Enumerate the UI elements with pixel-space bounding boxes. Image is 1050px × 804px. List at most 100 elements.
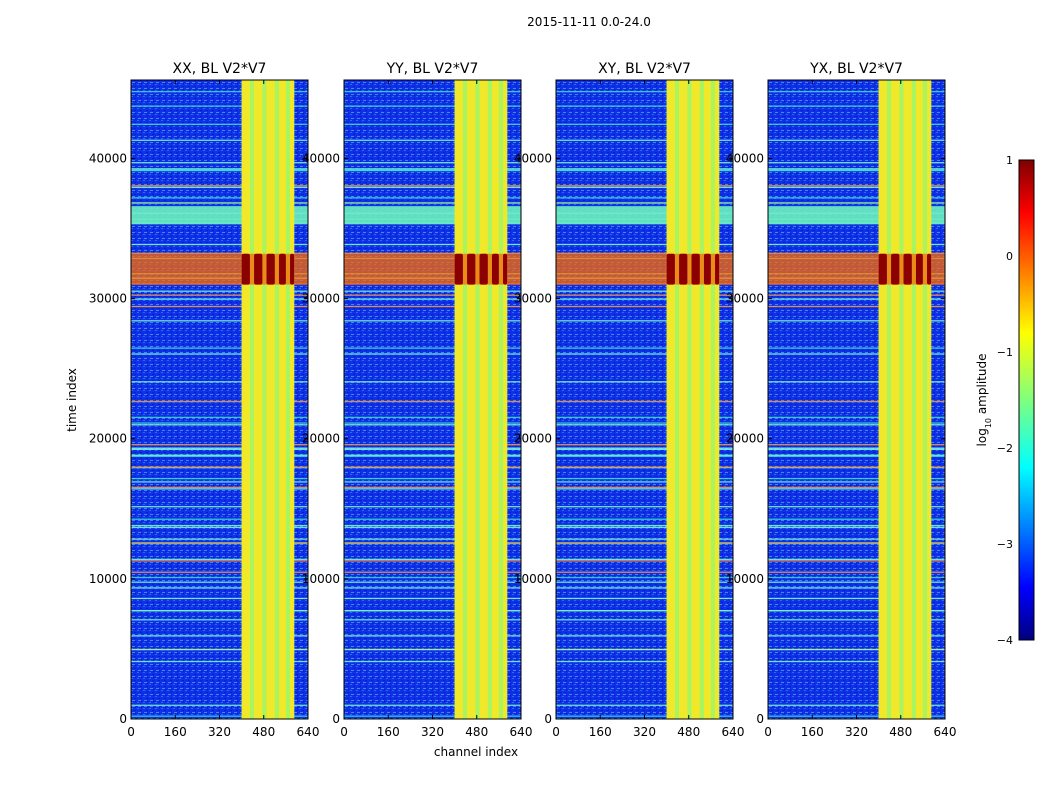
rfi-row (556, 347, 733, 349)
rfi-row (344, 243, 521, 246)
rfi-row (131, 477, 308, 480)
rfi-row (131, 186, 308, 189)
burst-band (344, 253, 521, 285)
rfi-row (131, 202, 308, 204)
x-tick-label: 320 (208, 725, 231, 739)
x-tick-label: 160 (801, 725, 824, 739)
y-tick-label: 30000 (89, 292, 127, 306)
burst-core (454, 253, 463, 285)
rfi-row (556, 477, 733, 480)
rfi-row (131, 571, 308, 573)
rfi-row (344, 162, 521, 164)
rfi-row (768, 169, 945, 172)
rfi-row (768, 444, 945, 446)
rfi-row (768, 298, 945, 300)
rfi-row (556, 162, 733, 164)
rfi-row (131, 538, 308, 540)
rfi-row (131, 381, 308, 383)
rfi-row (131, 91, 308, 93)
rfi-row (344, 560, 521, 562)
rfi-row (131, 597, 308, 600)
rfi-row (344, 290, 521, 292)
rfi-row (131, 610, 308, 612)
rfi-row (768, 542, 945, 545)
rfi-row (344, 252, 521, 255)
rfi-row (344, 571, 521, 573)
rfi-row (556, 186, 733, 189)
rfi-row (768, 422, 945, 424)
rfi-row (556, 571, 733, 573)
bright-channel-column (290, 80, 295, 719)
rfi-row (344, 542, 521, 545)
colorbar-label: log10 amplitude (975, 354, 993, 447)
rfi-row (131, 558, 308, 561)
rfi-row (344, 168, 521, 170)
y-tick-label: 20000 (514, 432, 552, 446)
rfi-row (131, 169, 308, 172)
rfi-row (344, 587, 521, 589)
x-tick-label: 160 (377, 725, 400, 739)
rfi-row (768, 353, 945, 355)
bright-channel-column (254, 80, 263, 719)
rfi-row (344, 518, 521, 520)
rfi-row (556, 424, 733, 426)
rfi-row (768, 448, 945, 451)
panel-title: XY, BL V2*V7 (598, 61, 691, 77)
rfi-row (131, 347, 308, 349)
rfi-row (131, 466, 308, 468)
rfi-row (131, 481, 308, 483)
bright-channel-column (715, 80, 720, 719)
burst-core (878, 253, 887, 285)
bright-channel-column (503, 80, 508, 719)
rfi-row (556, 560, 733, 562)
rfi-row (768, 576, 945, 579)
rfi-row (768, 243, 945, 246)
rfi-row (131, 305, 308, 308)
rfi-row (344, 197, 521, 199)
rfi-row (344, 294, 521, 296)
rfi-row (131, 105, 308, 107)
y-tick-label: 10000 (302, 572, 340, 586)
rfi-row (556, 252, 733, 255)
rfi-row (344, 610, 521, 612)
burst-core (266, 253, 275, 285)
rfi-row (768, 197, 945, 199)
rfi-row (131, 298, 308, 300)
rfi-row (556, 660, 733, 663)
panels-group: XX, BL V2*V7 0 160 320 480 640 0 10000 20000 3000… (89, 61, 957, 739)
rfi-row (556, 448, 733, 451)
y-axis-label: time index (65, 368, 79, 432)
rfi-row (131, 542, 308, 544)
rfi-row (768, 186, 945, 189)
rfi-row (556, 123, 733, 125)
rfi-row (344, 597, 521, 600)
bright-channel-column (467, 80, 476, 719)
rfi-row (768, 488, 945, 490)
rfi-row (131, 162, 308, 164)
y-tick-label: 20000 (726, 432, 764, 446)
x-tick-label: 160 (164, 725, 187, 739)
colorbar-tick-label: 0 (1006, 250, 1013, 263)
rfi-row (556, 506, 733, 508)
y-tick-label: 40000 (89, 151, 127, 165)
panel-title: XX, BL V2*V7 (173, 61, 267, 77)
rfi-row (131, 424, 308, 426)
rfi-row (131, 197, 308, 199)
bright-channel-column (491, 80, 499, 719)
bright-channel-column (891, 80, 900, 719)
rfi-row (131, 506, 308, 508)
rfi-row (344, 202, 521, 204)
rfi-row (556, 447, 733, 449)
rfi-row (131, 353, 308, 355)
rfi-row (768, 424, 945, 426)
rfi-row (344, 486, 521, 489)
rfi-row (768, 447, 945, 449)
burst-core (666, 253, 675, 285)
rfi-row (768, 538, 945, 540)
rfi-row (131, 422, 308, 424)
rfi-row (344, 424, 521, 426)
y-tick-label: 30000 (514, 292, 552, 306)
rfi-row (131, 635, 308, 637)
y-tick-label: 40000 (514, 151, 552, 165)
